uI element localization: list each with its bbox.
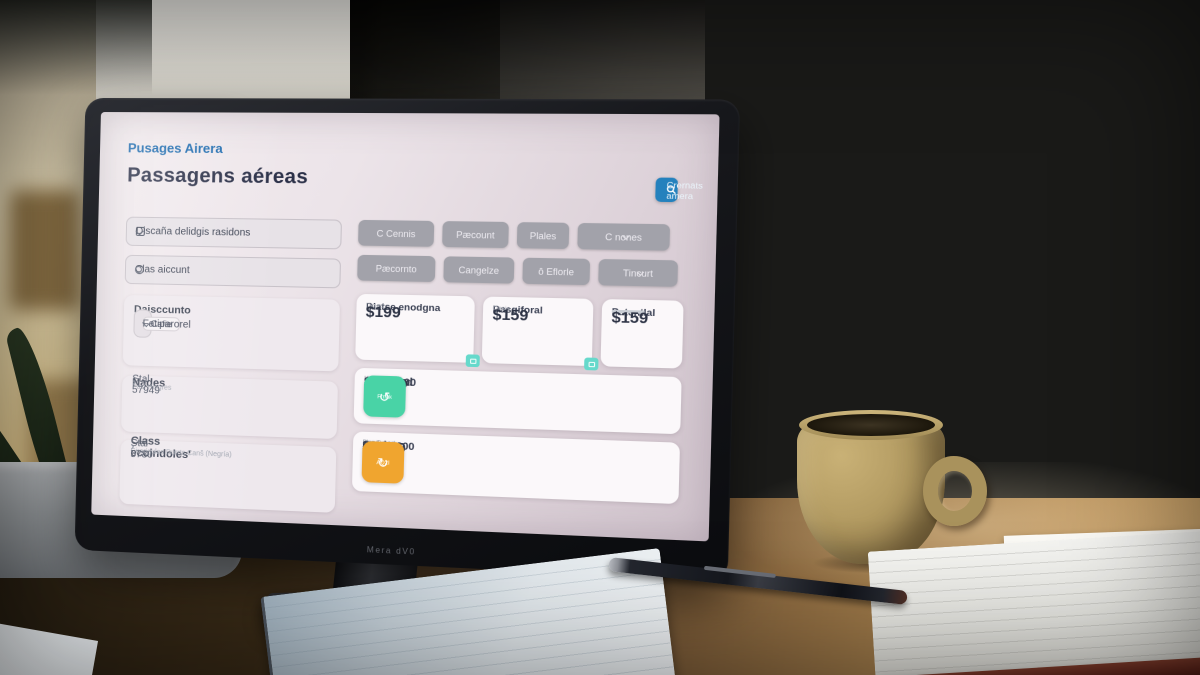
- filter-pill-label: Cangelze: [458, 264, 500, 276]
- price-card-price: $159: [611, 308, 649, 328]
- flight-booking-app: Pusages Airera Passagens aéreas Crernats…: [91, 112, 719, 541]
- price-card-price: $159: [492, 306, 529, 325]
- filter-pill-label: Pæcornto: [375, 262, 417, 274]
- monitor: Pusages Airera Passagens aéreas Crernats…: [74, 97, 741, 581]
- filter-pill[interactable]: ô Eflorle: [522, 257, 591, 286]
- notebook: [867, 528, 1200, 675]
- destination-input-label: Discaña delidgis rasidons: [135, 225, 251, 239]
- card-icon: [584, 357, 599, 371]
- filter-pill-dropdown[interactable]: Tincurt: [598, 259, 679, 287]
- fare-row[interactable]: Cacls Subaleur $15.19 Maes $5.19 Dsa Tyo…: [351, 431, 681, 505]
- filter-pill-label: Pæcount: [456, 229, 495, 241]
- discount-card: Daisccunto Cafie Fatiparorel: [122, 294, 341, 372]
- filter-pill[interactable]: Pæcornto: [357, 254, 436, 283]
- mug-handle: [923, 456, 987, 526]
- filter-pill-label: ô Eflorle: [538, 265, 575, 277]
- chevron-right-icon[interactable]: ›: [130, 440, 135, 453]
- action-label: Frnak: [377, 393, 393, 401]
- search-button-label: Crernats amera: [666, 179, 703, 201]
- list-item[interactable]: Class ecoindoles' › Cirarigulas Durrts C…: [119, 435, 337, 513]
- price-card[interactable]: Dasgiforal Casis $159: [481, 296, 599, 371]
- filter-pill[interactable]: Pæcount: [442, 221, 509, 249]
- chevron-right-icon[interactable]: ›: [132, 376, 137, 389]
- filter-pill-label: Plales: [529, 230, 557, 241]
- list-item[interactable]: Nades › Easl Hisgres Stal 57949 ›: [121, 373, 338, 440]
- price-card-price: $199: [365, 303, 401, 322]
- monitor-screen: Pusages Airera Passagens aéreas Crernats…: [91, 112, 720, 542]
- filter-pill[interactable]: Plales: [516, 222, 570, 250]
- card-icon: [465, 354, 480, 368]
- action-label: AQ2I: [376, 459, 390, 467]
- price-card[interactable]: Diatse enodgna Dours $199: [355, 293, 480, 368]
- page-title: Passagens aéreas: [126, 164, 309, 189]
- destination-input[interactable]: Discaña delidgis rasidons: [125, 216, 343, 250]
- filter-pill[interactable]: C Cennis: [358, 219, 435, 247]
- undo-action-button[interactable]: ↺ Frnak: [363, 375, 407, 418]
- filter-pill-label: C Cennis: [376, 227, 416, 239]
- class-account-input[interactable]: Clas aiccunt: [124, 254, 342, 289]
- filter-pill[interactable]: Cangelze: [443, 256, 515, 284]
- refresh-action-button[interactable]: ↻ AQ2I: [361, 441, 405, 484]
- mug-interior: [807, 414, 935, 436]
- filter-pill-dropdown[interactable]: C nones: [577, 222, 671, 251]
- city-window: [10, 190, 80, 310]
- price-card[interactable]: Patentlal $159: [600, 299, 684, 369]
- mug-body: [797, 420, 945, 564]
- discount-select[interactable]: Cafie Fatiparorel: [133, 309, 191, 338]
- class-account-label: Clas aiccunt: [134, 264, 190, 277]
- search-button[interactable]: Crernats amera: [655, 177, 703, 203]
- fare-row[interactable]: Adsaned Prsseyrnal $34.79 Heigd $1579 Ke…: [353, 367, 682, 435]
- discount-value: Fatiparorel: [142, 318, 191, 331]
- notebook-pages: [867, 528, 1200, 675]
- window-top-shadow: [0, 0, 152, 95]
- app-logo: Pusages Airera: [127, 140, 223, 157]
